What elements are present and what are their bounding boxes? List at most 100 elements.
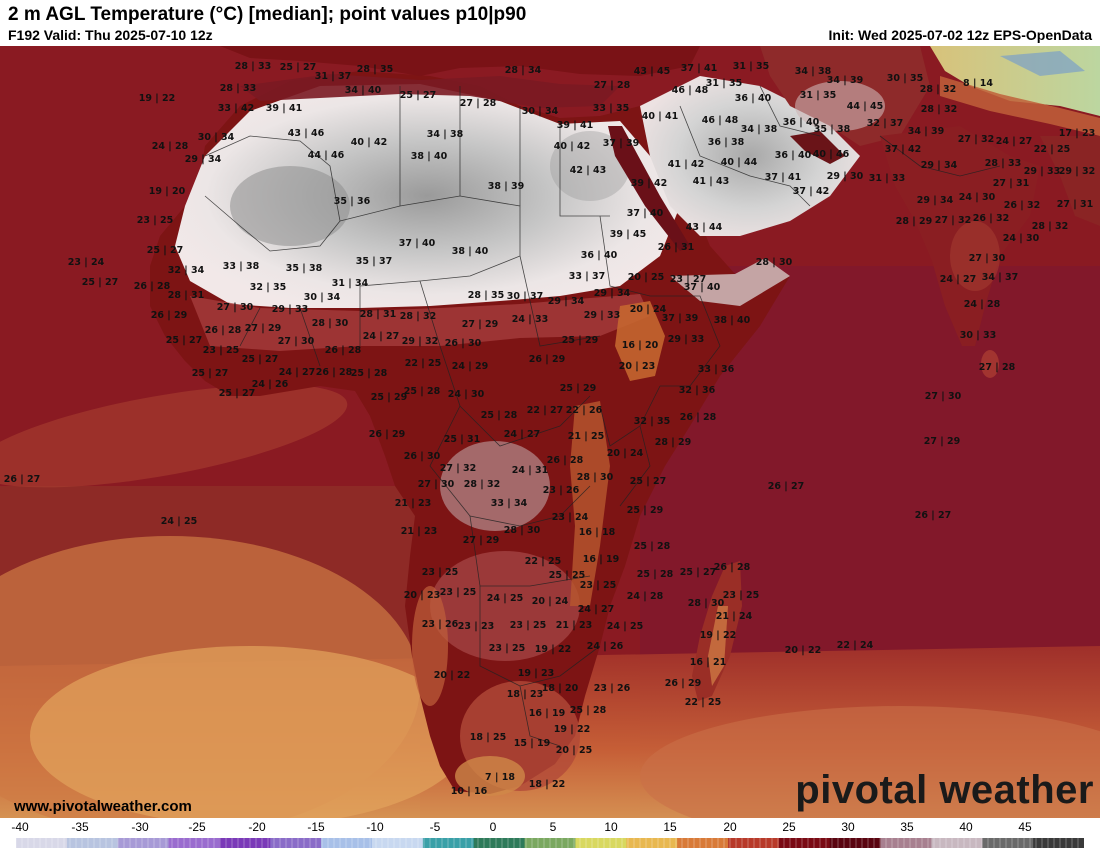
- point-value-label: 24 | 27: [996, 136, 1033, 147]
- point-value-label: 43 | 44: [686, 222, 723, 233]
- point-value-label: 29 | 33: [584, 310, 621, 321]
- point-value-label: 23 | 25: [422, 567, 459, 578]
- point-value-label: 40 | 42: [554, 141, 591, 152]
- point-value-label: 25 | 28: [351, 368, 388, 379]
- colorbar-segment: [66, 838, 119, 848]
- point-value-label: 28 | 33: [235, 61, 272, 72]
- colorbar-tick-label: -25: [188, 820, 206, 834]
- point-value-label: 21 | 23: [401, 526, 438, 537]
- point-value-label: 15 | 19: [514, 738, 551, 749]
- point-value-label: 37 | 41: [681, 63, 718, 74]
- point-value-label: 33 | 37: [569, 271, 606, 282]
- colorbar-tick-label: 45: [1018, 820, 1032, 834]
- point-value-label: 37 | 42: [885, 144, 922, 155]
- country-borders: [204, 85, 1001, 747]
- point-value-label: 22 | 25: [525, 556, 562, 567]
- point-value-label: 29 | 34: [548, 296, 585, 307]
- point-value-label: 26 | 29: [529, 354, 566, 365]
- point-value-label: 26 | 30: [404, 451, 441, 462]
- point-value-label: 24 | 27: [578, 604, 615, 615]
- namibia-coast-cool: [412, 586, 448, 706]
- point-value-label: 26 | 29: [369, 429, 406, 440]
- point-value-label: 24 | 25: [487, 593, 524, 604]
- website-url[interactable]: www.pivotalweather.com: [14, 798, 192, 815]
- atlantic-cool-core: [30, 646, 470, 818]
- point-value-label: 36 | 40: [581, 250, 618, 261]
- point-value-label: 36 | 40: [735, 93, 772, 104]
- colorbar-segment: [372, 838, 424, 848]
- header: 2 m AGL Temperature (°C) [median]; point…: [0, 0, 1100, 46]
- point-value-label: 7 | 18: [485, 772, 515, 783]
- point-value-label: 40 | 42: [351, 137, 388, 148]
- point-value-label: 35 | 38: [814, 124, 851, 135]
- point-value-label: 31 | 34: [332, 278, 369, 289]
- point-value-label: 26 | 27: [768, 481, 805, 492]
- point-value-label: 22 | 26: [566, 405, 603, 416]
- point-value-label: 32 | 35: [634, 416, 671, 427]
- point-value-label: 19 | 22: [535, 644, 572, 655]
- colorbar-tick-label: 35: [900, 820, 914, 834]
- europe-land: [220, 46, 700, 76]
- point-value-label: 37 | 40: [399, 238, 436, 249]
- india-deccan-warm: [950, 221, 1000, 291]
- point-value-label: 10 | 16: [451, 786, 488, 797]
- colorbar-tick-label: 25: [782, 820, 796, 834]
- colorbar-tick-label: 30: [841, 820, 855, 834]
- point-value-label: 31 | 35: [706, 78, 743, 89]
- iran-plateau-warm: [795, 81, 885, 131]
- point-value-label: 26 | 28: [325, 345, 362, 356]
- point-value-label: 23 | 26: [543, 485, 580, 496]
- mediterranean-sea: [240, 74, 620, 108]
- point-value-label: 29 | 33: [272, 304, 309, 315]
- point-value-label: 26 | 31: [658, 242, 695, 253]
- point-value-label: 37 | 39: [662, 313, 699, 324]
- east-african-rift: [570, 401, 610, 606]
- point-value-label: 24 | 27: [940, 274, 977, 285]
- point-value-label: 46 | 48: [672, 85, 709, 96]
- point-value-label: 43 | 46: [288, 128, 325, 139]
- point-value-label: 22 | 25: [405, 358, 442, 369]
- point-value-label: 46 | 48: [702, 115, 739, 126]
- point-value-label: 23 | 25: [723, 590, 760, 601]
- point-value-label: 18 | 22: [529, 779, 566, 790]
- colorbar-segment: [422, 838, 475, 848]
- point-value-label: 27 | 32: [958, 134, 995, 145]
- point-value-label: 28 | 34: [505, 65, 542, 76]
- point-value-label: 25 | 29: [627, 505, 664, 516]
- point-value-label: 32 | 35: [250, 282, 287, 293]
- persian-gulf: [790, 131, 845, 164]
- point-value-label: 25 | 25: [549, 570, 586, 581]
- point-value-label: 19 | 23: [518, 668, 555, 679]
- point-value-label: 38 | 39: [488, 181, 525, 192]
- point-value-label: 28 | 30: [688, 598, 725, 609]
- southeast-asia-land: [1040, 136, 1100, 226]
- point-value-label: 25 | 27: [219, 388, 256, 399]
- point-value-label: 21 | 23: [395, 498, 432, 509]
- point-value-label: 32 | 36: [679, 385, 716, 396]
- point-value-label: 23 | 24: [68, 257, 105, 268]
- point-value-label: 36 | 40: [775, 150, 812, 161]
- point-value-label: 27 | 30: [925, 391, 962, 402]
- colorbar-tick-label: 40: [959, 820, 973, 834]
- point-value-label: 23 | 25: [510, 620, 547, 631]
- colorbar-segment: [321, 838, 373, 848]
- point-value-label: 21 | 25: [568, 431, 605, 442]
- point-value-label: 24 | 30: [1003, 233, 1040, 244]
- point-value-label: 29 | 32: [1059, 166, 1096, 177]
- colorbar-tick-label: -10: [366, 820, 384, 834]
- point-value-label: 24 | 26: [252, 379, 289, 390]
- point-value-label: 29 | 34: [185, 154, 222, 165]
- point-value-label: 16 | 19: [583, 554, 620, 565]
- point-value-label: 30 | 34: [522, 106, 559, 117]
- point-value-label: 18 | 25: [470, 732, 507, 743]
- point-value-label: 39 | 41: [557, 120, 594, 131]
- point-value-label: 31 | 37: [315, 71, 352, 82]
- point-value-label: 28 | 32: [400, 311, 437, 322]
- point-value-label: 19 | 22: [139, 93, 176, 104]
- point-value-label: 18 | 23: [507, 689, 544, 700]
- point-value-label: 25 | 27: [82, 277, 119, 288]
- colorbar-strip: [16, 838, 1084, 848]
- point-value-label: 25 | 27: [630, 476, 667, 487]
- point-value-label: 23 | 24: [552, 512, 589, 523]
